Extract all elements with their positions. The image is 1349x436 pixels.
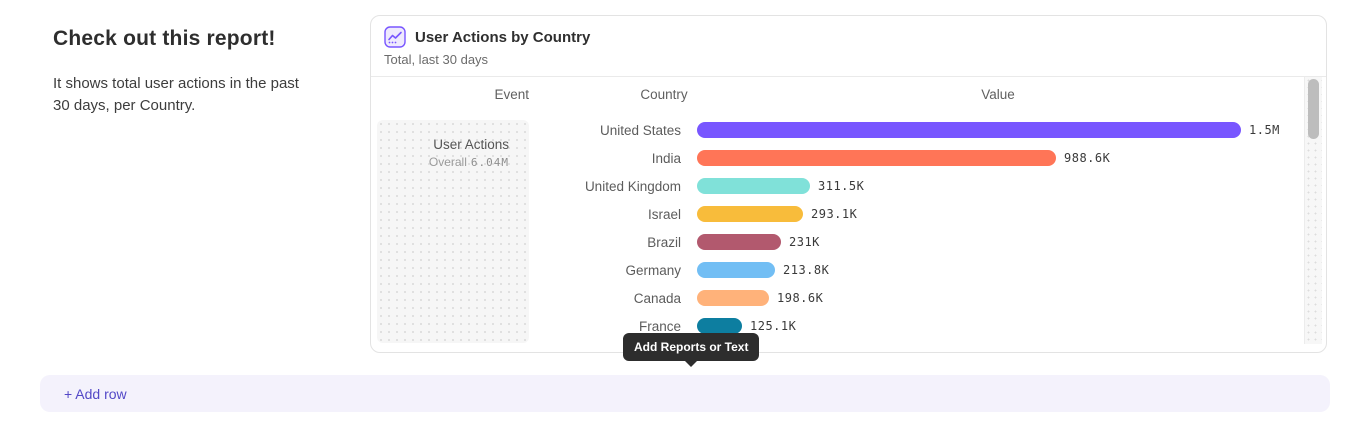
overall-value: 6.04M — [470, 156, 509, 169]
intro-block: Check out this report! It shows total us… — [53, 27, 313, 117]
vertical-scrollbar[interactable] — [1304, 77, 1322, 344]
value-label: 1.5M — [1249, 123, 1280, 137]
bar[interactable] — [697, 318, 742, 334]
bar[interactable] — [697, 262, 775, 278]
bar-zone: 293.1K — [697, 206, 857, 222]
country-label: France — [638, 318, 681, 334]
value-label: 311.5K — [818, 179, 865, 193]
bar[interactable] — [697, 290, 769, 306]
chart-row: Germany 213.8K — [371, 256, 1291, 284]
chart-row: Israel 293.1K — [371, 200, 1291, 228]
tooltip: Add Reports or Text — [623, 333, 760, 367]
bar[interactable] — [697, 234, 781, 250]
event-cell: User Actions Overall 6.04M — [377, 120, 529, 343]
bar[interactable] — [697, 178, 810, 194]
bar-zone: 231K — [697, 234, 820, 250]
insights-chart-icon — [384, 26, 406, 48]
chart-row: United Kingdom 311.5K — [371, 172, 1291, 200]
country-label: India — [651, 150, 681, 166]
bar-zone: 311.5K — [697, 178, 864, 194]
value-label: 231K — [789, 235, 820, 249]
column-header-country: Country — [640, 87, 688, 102]
report-title[interactable]: User Actions by Country — [415, 28, 591, 46]
report-table: Event Country Value User Actions Overall… — [371, 77, 1326, 346]
add-row-button[interactable]: + Add row — [40, 375, 1330, 412]
report-card-header: User Actions by Country Total, last 30 d… — [371, 16, 1326, 77]
chart-row: United States 1.5M — [371, 116, 1291, 144]
country-label: Canada — [633, 290, 681, 306]
report-subtitle: Total, last 30 days — [384, 52, 489, 67]
chart-row: Canada 198.6K — [371, 284, 1291, 312]
value-label: 988.6K — [1064, 151, 1111, 165]
country-label: United States — [599, 122, 681, 138]
page-title: Check out this report! — [53, 27, 276, 50]
chart-row: India 988.6K — [371, 144, 1291, 172]
bar[interactable] — [697, 206, 803, 222]
chart-row: France 125.1K — [371, 312, 1291, 340]
report-card[interactable]: User Actions by Country Total, last 30 d… — [370, 15, 1327, 353]
column-header-value: Value — [981, 87, 1015, 102]
bar-zone: 198.6K — [697, 290, 823, 306]
bar-zone: 988.6K — [697, 150, 1110, 166]
chart-row: Brazil 231K — [371, 228, 1291, 256]
value-label: 293.1K — [811, 207, 858, 221]
bar-zone: 1.5M — [697, 122, 1280, 138]
intro-description: It shows total user actions in the past … — [53, 75, 299, 114]
value-label: 125.1K — [750, 319, 797, 333]
bar-zone: 213.8K — [697, 262, 829, 278]
bar-zone: 125.1K — [697, 318, 796, 334]
event-name: User Actions — [433, 137, 509, 152]
event-overall: Overall 6.04M — [377, 155, 509, 169]
column-header-event: Event — [494, 87, 529, 102]
tooltip-arrow — [684, 360, 699, 367]
tooltip-text: Add Reports or Text — [634, 340, 749, 354]
bar[interactable] — [697, 122, 1241, 138]
add-row-label: + Add row — [64, 385, 127, 402]
chart-rows: United States 1.5M India 988.6K United K… — [371, 116, 1291, 340]
overall-label: Overall — [428, 155, 467, 169]
bar[interactable] — [697, 150, 1056, 166]
scrollbar-thumb[interactable] — [1308, 79, 1319, 139]
country-label: Israel — [647, 206, 681, 222]
country-label: Brazil — [647, 234, 681, 250]
country-label: Germany — [625, 262, 681, 278]
value-label: 198.6K — [777, 291, 824, 305]
country-label: United Kingdom — [584, 178, 681, 194]
value-label: 213.8K — [783, 263, 830, 277]
